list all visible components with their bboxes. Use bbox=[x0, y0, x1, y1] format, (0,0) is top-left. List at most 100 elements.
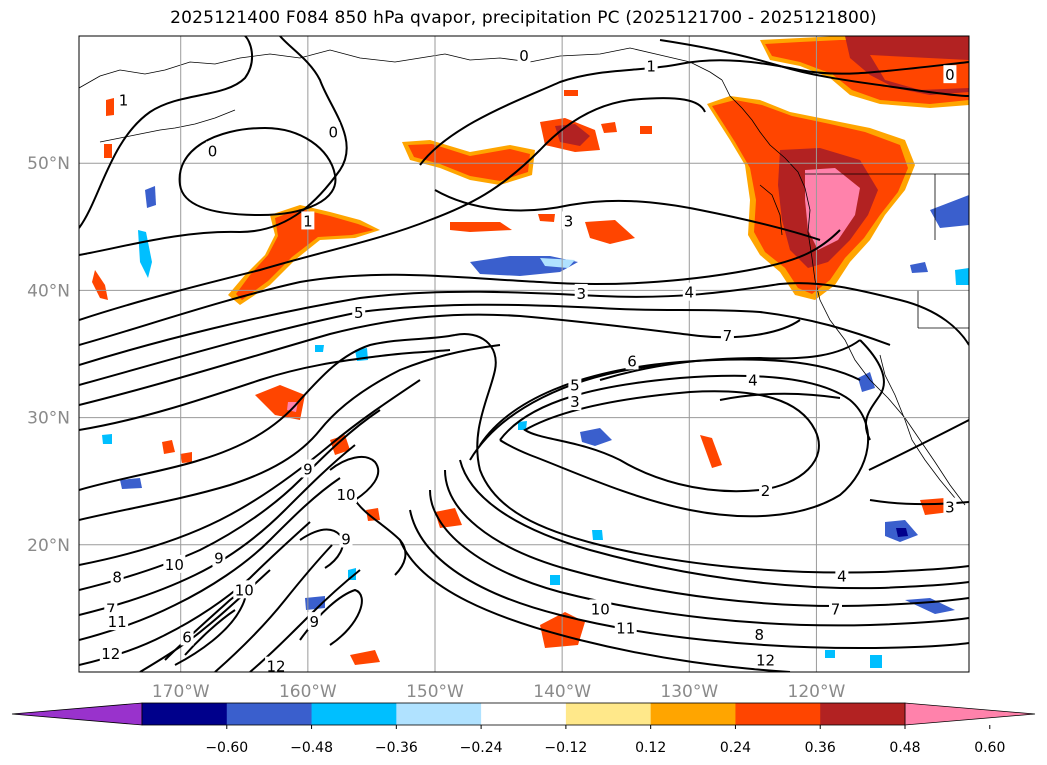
contour-line bbox=[429, 489, 969, 627]
lon-tick-label: 170°W bbox=[152, 682, 210, 702]
precip-negative-region bbox=[550, 575, 560, 585]
precip-negative-region bbox=[580, 428, 612, 446]
contour-line bbox=[409, 509, 969, 650]
borders bbox=[805, 173, 969, 329]
contour-label: 5 bbox=[570, 377, 580, 395]
contour-line bbox=[79, 303, 891, 386]
precip-positive-region bbox=[236, 209, 374, 300]
contour-label-bg bbox=[943, 65, 957, 84]
contour-label-bg bbox=[180, 627, 194, 646]
contour-label-bg bbox=[352, 303, 366, 322]
colorbar-swatch bbox=[820, 703, 906, 725]
precip-negative-region bbox=[315, 345, 324, 352]
coastline bbox=[444, 47, 723, 81]
contour-label-bg bbox=[117, 90, 130, 109]
precip-positive-region bbox=[180, 452, 192, 463]
contour-label-bg bbox=[335, 484, 357, 503]
contour-line bbox=[79, 344, 501, 521]
contour-line bbox=[599, 339, 861, 381]
contour-label-bg bbox=[829, 599, 842, 618]
contour-label: 0 bbox=[519, 47, 529, 65]
plot-frame bbox=[78, 35, 970, 673]
contour-line bbox=[354, 499, 407, 576]
contour-line bbox=[719, 392, 841, 401]
precip-positive-region bbox=[450, 222, 512, 232]
precip-negative-region bbox=[145, 186, 156, 208]
colorbar-tick-label: 0.36 bbox=[805, 740, 836, 756]
contour-line bbox=[79, 521, 311, 666]
precip-positive-region bbox=[585, 220, 635, 244]
precip-positive-region bbox=[92, 270, 108, 300]
contour-label-bg bbox=[233, 580, 256, 599]
contour-label: 2 bbox=[761, 482, 771, 500]
precip-negative-region bbox=[858, 372, 875, 392]
contour-line bbox=[868, 419, 969, 471]
colorbar-swatch bbox=[565, 703, 652, 725]
contour-line bbox=[79, 444, 356, 616]
contour-label: 12 bbox=[101, 645, 120, 663]
contour-label: 0 bbox=[208, 142, 218, 160]
colorbar-swatch bbox=[650, 703, 736, 725]
colorbar-swatch bbox=[311, 703, 397, 725]
contour-label: 6 bbox=[627, 352, 637, 370]
contour-line bbox=[79, 229, 841, 346]
colorbar-frame bbox=[141, 702, 906, 726]
contour-label: 12 bbox=[756, 651, 775, 669]
contour-line bbox=[79, 313, 801, 406]
colorbar-swatch bbox=[735, 703, 821, 725]
precip-negative-region bbox=[518, 421, 527, 430]
contour-label-bg bbox=[568, 375, 582, 394]
contour-line bbox=[434, 189, 821, 241]
contour-label-bg bbox=[574, 283, 588, 302]
contour-label: 6 bbox=[182, 628, 192, 646]
contour-label: 0 bbox=[329, 123, 339, 141]
contour-label-bg bbox=[301, 211, 315, 230]
contour-label: 9 bbox=[341, 530, 351, 548]
contour-line bbox=[79, 36, 254, 229]
contour-label: 7 bbox=[723, 327, 733, 345]
precip-positive-region bbox=[408, 144, 530, 181]
contour-label-bg bbox=[339, 529, 353, 548]
precip-negative-region bbox=[870, 655, 882, 668]
contour-label-bg bbox=[746, 370, 760, 389]
lon-tick-label: 160°W bbox=[279, 682, 337, 702]
contour-label-bg bbox=[589, 599, 612, 618]
contour-label-bg bbox=[835, 566, 849, 585]
precip-positive-region bbox=[700, 435, 722, 468]
longitude-labels: 170°W 160°W 150°W 140°W 130°W 120°W bbox=[152, 682, 846, 702]
contour-label: 9 bbox=[303, 460, 313, 478]
contour-label-bg bbox=[99, 643, 122, 662]
contour-line bbox=[79, 334, 456, 491]
lon-tick-label: 120°W bbox=[788, 682, 846, 702]
contour-label: 3 bbox=[945, 499, 955, 517]
contour-label-bg bbox=[759, 481, 773, 500]
precip-negative-region bbox=[102, 434, 112, 444]
contour-line bbox=[184, 609, 236, 656]
colorbar-tick-label: −0.24 bbox=[460, 740, 503, 756]
precip-negative-region bbox=[905, 598, 955, 614]
contour-label-bg bbox=[562, 211, 575, 230]
contour-label-bg bbox=[752, 624, 766, 643]
contour-label-bg bbox=[212, 548, 226, 567]
precip-negative-region bbox=[540, 258, 575, 268]
contour-label-bg bbox=[301, 459, 315, 478]
colorbar: −0.60 −0.48 −0.36 −0.24 −0.12 0.12 0.24 0.36 0.4… bbox=[11, 702, 1036, 756]
coastline bbox=[721, 79, 966, 506]
colorbar-extend-low bbox=[11, 702, 143, 726]
contour-line bbox=[214, 544, 333, 672]
contour-line bbox=[454, 333, 969, 574]
precip-positive-region bbox=[564, 90, 578, 96]
contour-label: 8 bbox=[754, 626, 764, 644]
contour-line bbox=[659, 39, 969, 97]
colorbar-tick-label: 0.24 bbox=[720, 740, 751, 756]
contour-label: 4 bbox=[748, 371, 758, 389]
lat-tick-label: 30°N bbox=[27, 409, 70, 429]
contour-line bbox=[329, 455, 380, 501]
precip-negative-region bbox=[930, 195, 969, 228]
precip-positive-region bbox=[350, 650, 380, 665]
precip-positive-region bbox=[162, 440, 175, 454]
precip-positive-region bbox=[255, 385, 305, 420]
contour-label-bg bbox=[720, 325, 734, 344]
